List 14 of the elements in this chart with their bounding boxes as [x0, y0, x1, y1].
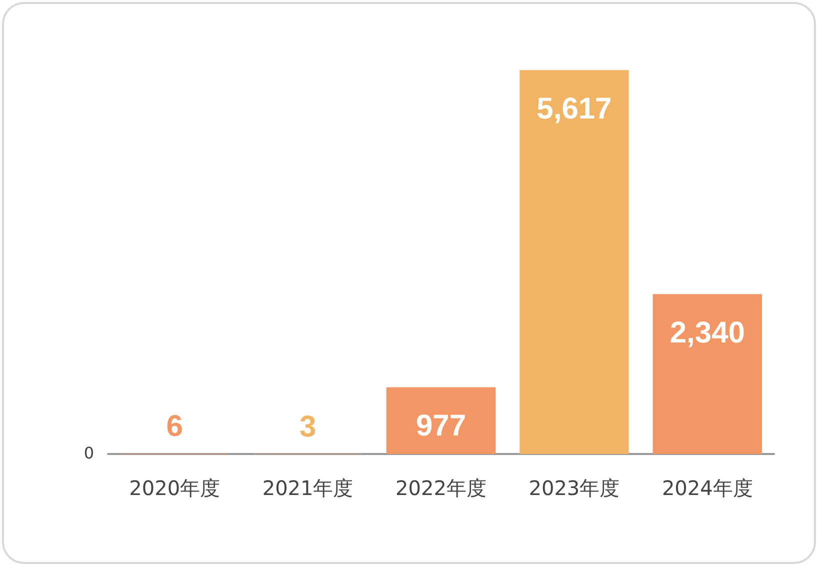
data-label: 3: [299, 410, 316, 444]
data-label: 2,340: [670, 316, 745, 350]
text: 0: [84, 444, 94, 462]
x-tick-label: 2024年度: [662, 476, 753, 500]
data-label: 6: [166, 410, 183, 444]
x-tick-label: 2022年度: [396, 476, 486, 500]
x-tick-label: 2020年度: [129, 476, 220, 500]
data-label: 5,617: [536, 92, 612, 126]
bar: [652, 294, 762, 454]
x-tick-label: 2021年度: [262, 476, 354, 500]
bar: [386, 387, 496, 454]
data-label: 977: [416, 410, 466, 443]
x-tick-label: 2023年度: [528, 476, 620, 500]
bar: [520, 70, 629, 454]
